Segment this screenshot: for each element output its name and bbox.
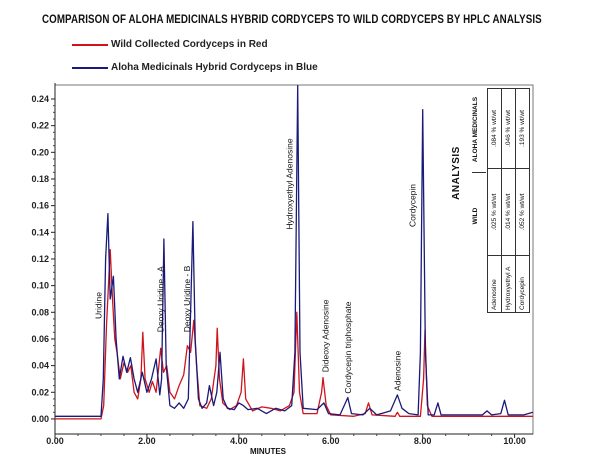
x-tick-label: 2.00 [138, 436, 156, 446]
y-tick-label: 0.04 [31, 361, 49, 371]
aloha-cell: .084 % wt/wt [487, 88, 502, 169]
legend-swatch-blue [72, 66, 108, 69]
aloha-cell: .193 % wt/wt [515, 88, 530, 169]
analysis-table: Adenosine .025 % wt/wt .084 % wt/wt Hydr… [487, 88, 530, 313]
y-tick-label: 0.14 [31, 227, 49, 237]
y-tick-label: 0.02 [31, 387, 49, 397]
table-row: Cordycepin .052 % wt/wt .193 % wt/wt [515, 88, 530, 313]
x-tick-label: 4.00 [230, 436, 248, 446]
compound-cell: Cordycepin [515, 255, 530, 313]
y-tick-label: 0.20 [31, 147, 49, 157]
y-tick-label: 0.10 [31, 281, 49, 291]
legend-label-aloha: Aloha Medicinals Hybrid Cordyceps in Blu… [111, 62, 318, 73]
wild-cell: .052 % wt/wt [515, 168, 530, 256]
legend-item-aloha: Aloha Medicinals Hybrid Cordyceps in Blu… [72, 62, 318, 73]
table-row: Hydroxyethyl A .014 % wt/wt .046 % wt/wt [501, 88, 516, 313]
x-tick-label: 6.00 [322, 436, 340, 446]
chart-title: COMPARISON OF ALOHA MEDICINALS HYBRID CO… [42, 14, 542, 26]
legend-label-wild: Wild Collected Cordyceps in Red [111, 39, 268, 50]
peak-annotation: Dideoxy Adenosine [321, 299, 331, 372]
header-aloha: ALOHA MEDICINALS [472, 87, 486, 173]
wild-cell: .014 % wt/wt [501, 168, 516, 256]
wild-cell: .025 % wt/wt [487, 168, 502, 256]
compound-cell: Hydroxyethyl A [501, 255, 516, 313]
peak-annotation: Deoxy Uridine - A [156, 266, 166, 332]
legend-swatch-red [72, 43, 108, 46]
x-axis-label: MINUTES [250, 447, 286, 456]
peak-annotation: Hydroxyethyl Adenosine [284, 138, 294, 229]
y-tick-label: 0.08 [31, 307, 49, 317]
header-wild: WILD [472, 207, 479, 225]
aloha-cell: .046 % wt/wt [501, 88, 516, 169]
y-tick-label: 0.24 [31, 94, 49, 104]
peak-annotation: Deoxy Uridine - B [182, 265, 192, 332]
peak-annotation: Adenosine [392, 350, 402, 390]
analysis-table-panel: ANALYSIS WILD ALOHA MEDICINALS Adenosine… [445, 87, 535, 313]
x-tick-label: 8.00 [414, 436, 432, 446]
peak-annotation: Cordycepin triphosphate [343, 301, 353, 393]
y-tick-label: 0.00 [31, 414, 49, 424]
y-tick-label: 0.06 [31, 334, 49, 344]
table-row: Adenosine .025 % wt/wt .084 % wt/wt [487, 88, 502, 313]
legend-item-wild: Wild Collected Cordyceps in Red [72, 39, 268, 50]
y-tick-label: 0.22 [31, 121, 49, 131]
y-tick-label: 0.16 [31, 201, 49, 211]
y-tick-label: 0.12 [31, 254, 49, 264]
x-tick-label: 0.00 [46, 436, 64, 446]
peak-annotation: Cordycepin [408, 184, 418, 227]
analysis-title: ANALYSIS [451, 146, 462, 200]
peak-annotation: Uridine [94, 292, 104, 319]
series-line-aloha [55, 85, 534, 417]
compound-cell: Adenosine [487, 255, 502, 313]
x-tick-label: 10.00 [503, 436, 526, 446]
y-tick-label: 0.18 [31, 174, 49, 184]
